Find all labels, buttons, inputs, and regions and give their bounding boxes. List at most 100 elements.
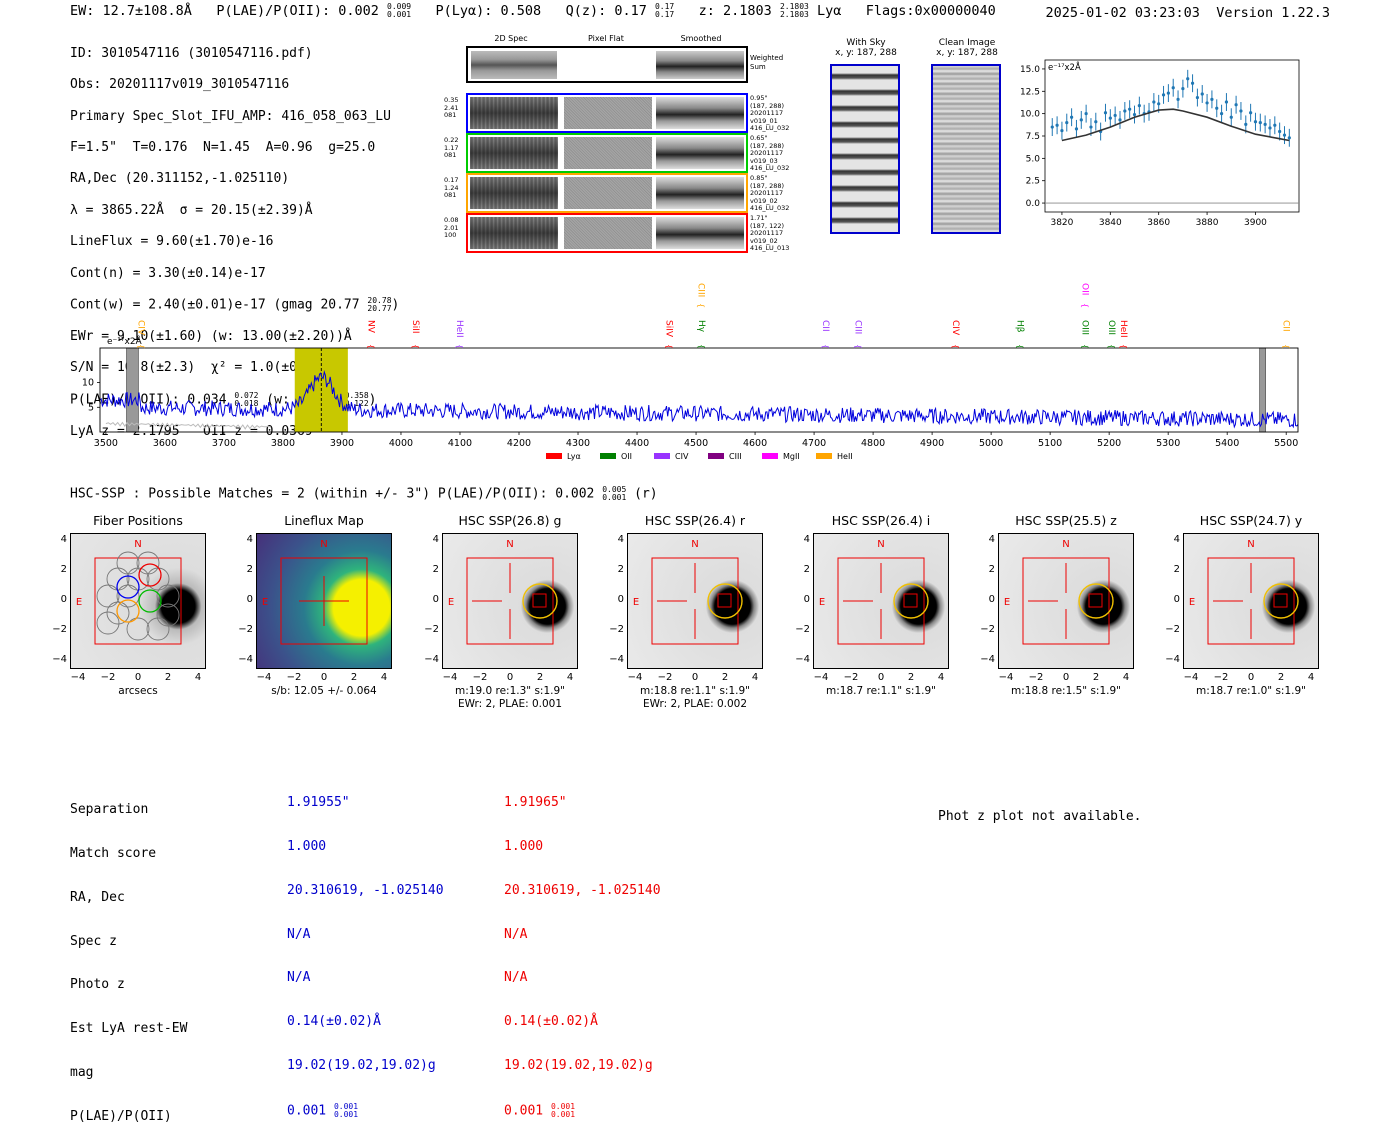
legend-label: CIV — [675, 452, 689, 461]
red-specz: N/A — [504, 926, 528, 942]
hsc-ytick-label: 0 — [246, 594, 253, 605]
fiber-circle — [146, 567, 170, 591]
aperture-box — [651, 557, 739, 645]
legend-swatch — [654, 453, 670, 459]
cutout-pixelflat — [564, 137, 652, 169]
hsc-xtick-label: −2 — [100, 672, 116, 683]
hsc-ytick-label: −2 — [795, 624, 810, 635]
spectrum-xtick-label: 3700 — [212, 438, 236, 449]
aperture-box — [1207, 557, 1295, 645]
cutout-row-right-label: (187, 288) — [750, 101, 785, 110]
zoom-data-point — [1181, 87, 1185, 91]
weighted-2dspec — [471, 51, 557, 79]
hsc-ytick-label: 4 — [1173, 534, 1180, 545]
col-title-pixelflat: Pixel Flat — [588, 34, 624, 43]
zoom-data-point — [1273, 123, 1277, 127]
hsc-xtick-label: 4 — [751, 672, 759, 683]
header-line: Lyα — [816, 3, 842, 19]
cutout-row-right-label: (187, 288) — [750, 181, 785, 190]
blue-mag: 19.02(19.02,19.02)g — [287, 1057, 436, 1073]
spectral-line-bracket: { — [367, 344, 376, 349]
info-plae-w-lo: 0.122 — [344, 398, 369, 408]
info-cont-w: Cont(w) = 2.40(±0.01)e-17 (gmag 20.77 20… — [70, 295, 400, 313]
spectral-line-label: CIV — [135, 320, 145, 336]
cutout-row — [466, 133, 748, 173]
blue-plae: 0.001 0.001 0.001 — [287, 1102, 444, 1119]
zoom-data-point — [1239, 109, 1243, 113]
cutout-pixelflat — [564, 97, 652, 129]
hsc-panel-title: HSC SSP(24.7) y — [1199, 513, 1303, 528]
spectral-line-bracket: { — [951, 344, 960, 349]
fiber-circle — [156, 603, 180, 627]
hsc-caption-1: arcsecs — [118, 685, 158, 697]
cutout-2dspec — [470, 177, 558, 209]
hsc-panel-title: HSC SSP(26.8) g — [458, 513, 562, 528]
fiber-circle — [126, 567, 150, 591]
zoom-data-point — [1157, 102, 1161, 106]
hsc-xtick-label: 2 — [536, 672, 544, 683]
fiber-circle — [116, 551, 140, 575]
cutout-smoothed — [656, 97, 744, 129]
fiber-green — [138, 589, 162, 613]
zoom-data-point — [1234, 103, 1238, 107]
hsc-title: HSC-SSP : Possible Matches = 2 (within +… — [70, 486, 658, 502]
header-z-range: 2.1803 2.1803 — [780, 3, 809, 19]
cutout-smoothed — [656, 137, 744, 169]
masked-region — [126, 347, 139, 433]
with-sky-image — [830, 64, 900, 234]
hsc-ytick-label: 0 — [803, 594, 810, 605]
hsc-title-hi: 0.005 — [602, 485, 627, 494]
zoom-data-point — [1055, 123, 1059, 127]
cutout-row-right-label: v019_01 — [750, 116, 778, 125]
fiber-circle — [96, 611, 120, 635]
hsc-xtick-label: −2 — [657, 672, 673, 683]
aperture-box — [466, 557, 554, 645]
cutout-row-right-label: (187, 122) — [750, 221, 785, 230]
spectrum-xtick-label: 5100 — [1038, 438, 1062, 449]
hsc-ytick-label: 2 — [617, 564, 624, 575]
hsc-ytick-label: 4 — [60, 534, 67, 545]
zoom-xtick-label: 3860 — [1147, 218, 1170, 228]
cutout-smoothed — [656, 177, 744, 209]
hsc-xtick-label: −2 — [1028, 672, 1044, 683]
match-label-separation: Separation — [70, 802, 149, 818]
spectrum-xtick-label: 4500 — [684, 438, 708, 449]
legend-label: Lyα — [567, 452, 581, 461]
hsc-ytick-label: −4 — [424, 654, 439, 665]
hsc-ytick-label: −2 — [980, 624, 995, 635]
clean-title: Clean Image x, y: 187, 288 — [921, 38, 1013, 58]
match-label-plae: P(LAE)/P(OII) — [70, 1108, 172, 1124]
spectral-line-bracket: { — [1016, 344, 1025, 349]
zoom-ytick-label: 0.0 — [1026, 199, 1041, 209]
zoom-data-point — [1282, 133, 1287, 137]
match-label-lya-ew: Est LyA rest-EW — [70, 1021, 188, 1037]
zoom-data-point — [1253, 120, 1258, 124]
zoom-data-point — [1249, 111, 1253, 115]
match-box — [903, 593, 918, 608]
header-right: 2025-01-02 03:23:03 Version 1.22.3 — [1046, 5, 1331, 21]
header-plae-lo: 0.001 — [387, 10, 412, 19]
hsc-xtick-label: 4 — [937, 672, 945, 683]
clean-image — [931, 64, 1001, 234]
header-plae-range: 0.009 0.001 — [387, 3, 411, 19]
cutout-row — [466, 213, 748, 253]
cutout-row-right-label: 0.85" — [750, 174, 768, 182]
weighted-label: Weighted Sum — [750, 54, 784, 71]
hsc-ytick-label: 4 — [617, 534, 624, 545]
cutout-row-left-label: 2.41 — [444, 103, 459, 112]
hsc-ytick-label: 2 — [1173, 564, 1180, 575]
zoom-data-point — [1050, 125, 1054, 129]
zoom-data-point — [1219, 112, 1224, 116]
cutout-row-right-label: 20201117 — [750, 229, 784, 237]
spectral-line-bracket: { — [697, 344, 706, 349]
red-plae: 0.001 0.001 0.001 — [504, 1102, 661, 1119]
source-ellipse — [707, 583, 743, 619]
spectrum-xtick-label: 5200 — [1097, 438, 1121, 449]
match-labels: Separation Match score RA, Dec Spec z Ph… — [70, 774, 187, 1139]
info-plae-text: P(LAE)/P(OII): 0.034 — [70, 392, 227, 408]
info-fiber-params: F=1.5" T=0.176 N=1.45 A=0.96 g=25.0 — [70, 139, 376, 155]
zoom-xtick-label: 3840 — [1099, 218, 1122, 228]
zoom-data-point — [1123, 109, 1127, 113]
